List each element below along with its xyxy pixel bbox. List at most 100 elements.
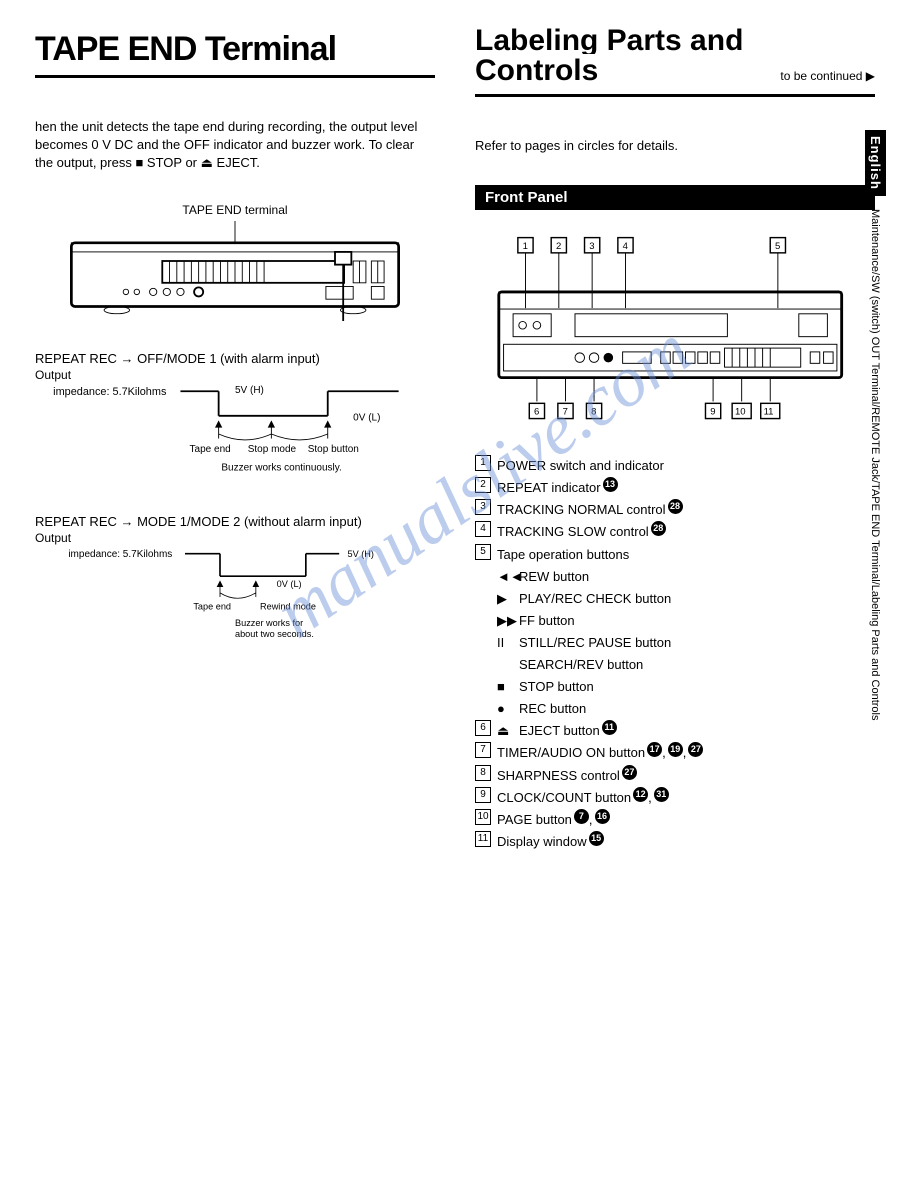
- right-heading-sub: Controls to be continued ▶: [475, 54, 875, 97]
- control-item: 1 POWER switch and indicator: [475, 455, 875, 477]
- svg-text:Stop mode: Stop mode: [248, 444, 297, 455]
- page-ref-circle: 19: [668, 742, 683, 757]
- svg-text:5V (H): 5V (H): [348, 549, 374, 559]
- side-tab: English Maintenance/SW (switch) OUT Term…: [868, 130, 883, 721]
- svg-text:impedance: 5.7Kilohms: impedance: 5.7Kilohms: [53, 385, 167, 397]
- page-ref-circle: 13: [603, 477, 618, 492]
- control-label: PAGE button: [497, 809, 572, 831]
- svg-text:2: 2: [556, 241, 561, 252]
- page-ref-circle: 7: [574, 809, 589, 824]
- control-symbol: ⏏: [497, 720, 519, 742]
- svg-text:5V (H): 5V (H): [235, 385, 264, 396]
- mode2-output: Output: [35, 531, 435, 545]
- mode1-title: REPEAT REC → OFF/MODE 1 (with alarm inpu…: [35, 351, 435, 366]
- page-ref-circle: 12: [633, 787, 648, 802]
- control-label: REPEAT indicator: [497, 477, 601, 499]
- callout-number: 3: [475, 499, 491, 515]
- callout-number: 7: [475, 742, 491, 758]
- svg-text:10: 10: [735, 407, 746, 418]
- control-label: Display window: [497, 831, 587, 853]
- control-item: 6 ⏏EJECT button 11: [475, 720, 875, 742]
- svg-text:Buzzer works continuously.: Buzzer works continuously.: [221, 462, 341, 473]
- svg-text:0V (L): 0V (L): [353, 412, 380, 423]
- left-column: TAPE END Terminal hen the unit detects t…: [35, 30, 435, 853]
- page-ref-circle: 11: [602, 720, 617, 735]
- svg-text:Stop button: Stop button: [308, 444, 359, 455]
- control-label: TRACKING NORMAL control: [497, 499, 666, 521]
- controls-list: 1 POWER switch and indicator 2 REPEAT indic…: [475, 455, 875, 853]
- svg-text:Tape end: Tape end: [193, 601, 231, 611]
- control-label: STOP button: [519, 676, 594, 698]
- svg-text:9: 9: [710, 407, 715, 418]
- continued-text: to be continued ▶: [780, 69, 875, 83]
- svg-text:8: 8: [591, 407, 596, 418]
- breadcrumb-trail: Maintenance/SW (switch) OUT Terminal/REM…: [869, 209, 881, 720]
- callout-number: 2: [475, 477, 491, 493]
- control-item: 11Display window 15: [475, 831, 875, 853]
- control-label: REW button: [519, 566, 589, 588]
- control-item: 4 TRACKING SLOW control 28: [475, 521, 875, 543]
- svg-text:3: 3: [589, 241, 594, 252]
- control-item: 2 REPEAT indicator 13: [475, 477, 875, 499]
- control-subitem: ●REC button: [497, 698, 875, 720]
- control-label: POWER switch and indicator: [497, 455, 664, 477]
- front-panel-diagram: 1 2 3 4 5: [475, 230, 875, 430]
- page-ref-circle: 16: [595, 809, 610, 824]
- callout-number: 5: [475, 544, 491, 560]
- callout-number: 4: [475, 521, 491, 537]
- control-label: SEARCH/REV button: [519, 654, 643, 676]
- control-label: CLOCK/COUNT button: [497, 787, 631, 809]
- control-subitem: ▶PLAY/REC CHECK button: [497, 588, 875, 610]
- mode1-output: Output: [35, 368, 435, 382]
- rear-panel-diagram: [45, 221, 425, 321]
- page-ref-circle: 27: [688, 742, 703, 757]
- control-subitem: ▶▶FF button: [497, 610, 875, 632]
- svg-text:Tape end: Tape end: [190, 444, 231, 455]
- control-symbol: ●: [497, 698, 519, 720]
- svg-text:11: 11: [764, 407, 774, 418]
- control-label: EJECT button: [519, 720, 600, 742]
- control-label: STILL/REC PAUSE button: [519, 632, 671, 654]
- svg-text:7: 7: [563, 407, 568, 418]
- svg-text:1: 1: [523, 241, 528, 252]
- control-subitem: ◄◄REW button: [497, 566, 875, 588]
- control-label: PLAY/REC CHECK button: [519, 588, 671, 610]
- callout-number: 9: [475, 787, 491, 803]
- front-panel-heading: Front Panel: [475, 185, 875, 210]
- signal-diagram-2: impedance: 5.7Kilohms 5V (H) 0V (L) Tape…: [35, 547, 435, 647]
- signal-diagram-1: impedance: 5.7Kilohms 5V (H) 0V (L) Tape…: [35, 384, 435, 484]
- control-label: Tape operation buttons: [497, 544, 629, 566]
- control-label: REC button: [519, 698, 586, 720]
- page-ref-circle: 31: [654, 787, 669, 802]
- control-subitem: ■STOP button: [497, 676, 875, 698]
- control-symbol: II: [497, 632, 519, 654]
- callout-number: 1: [475, 455, 491, 471]
- language-tab: English: [865, 130, 886, 196]
- control-item: 10PAGE button 7, 16: [475, 809, 875, 831]
- page-ref-circle: 27: [622, 765, 637, 780]
- callout-number: 10: [475, 809, 491, 825]
- control-label: TIMER/AUDIO ON button: [497, 742, 645, 764]
- right-heading-top: Labeling Parts and: [475, 24, 875, 54]
- page-ref-circle: 28: [651, 521, 666, 536]
- svg-text:5: 5: [775, 241, 780, 252]
- callout-number: 11: [475, 831, 491, 847]
- control-symbol: ◄◄: [497, 566, 519, 588]
- rear-diagram-label: TAPE END terminal: [35, 203, 435, 217]
- control-symbol: ▶: [497, 588, 519, 610]
- svg-text:6: 6: [534, 407, 539, 418]
- controls-heading: Controls: [475, 54, 598, 88]
- right-column: Labeling Parts and Controls to be contin…: [475, 30, 875, 853]
- control-item: 8SHARPNESS control 27: [475, 765, 875, 787]
- control-label: FF button: [519, 610, 575, 632]
- svg-text:Rewind mode: Rewind mode: [260, 601, 316, 611]
- svg-text:about two seconds.: about two seconds.: [235, 629, 314, 639]
- page-ref-circle: 28: [668, 499, 683, 514]
- left-heading: TAPE END Terminal: [35, 30, 435, 78]
- control-symbol: ■: [497, 676, 519, 698]
- callout-number: 8: [475, 765, 491, 781]
- page-ref-circle: 17: [647, 742, 662, 757]
- control-label: TRACKING SLOW control: [497, 521, 649, 543]
- intro-text: hen the unit detects the tape end during…: [35, 118, 435, 173]
- callout-number: 6: [475, 720, 491, 736]
